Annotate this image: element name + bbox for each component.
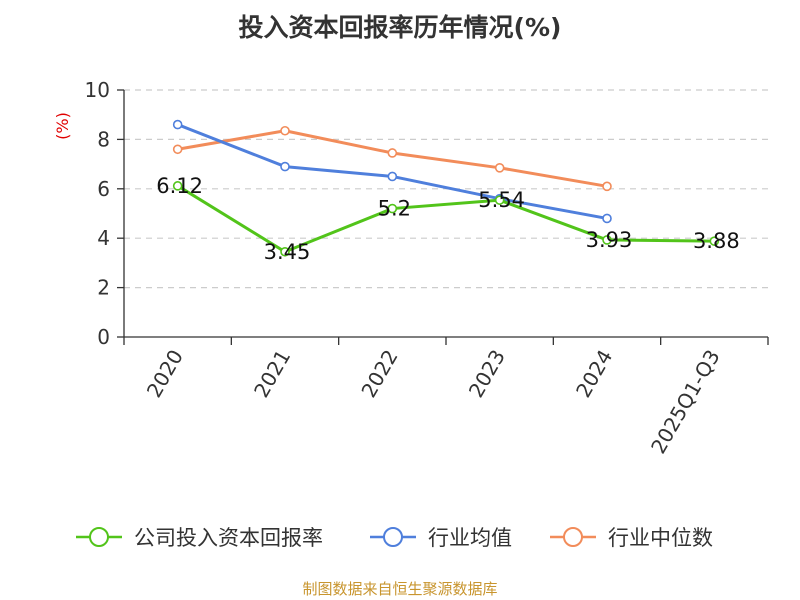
chart-title: 投入资本回报率历年情况(%) [238, 13, 562, 42]
data-point [602, 235, 612, 245]
axes: 0 2 4 6 8 10 2020 2021 2022 2023 2024 2025Q1-Q3 [85, 78, 769, 458]
data-point [602, 181, 612, 192]
series-lines [172, 119, 720, 257]
legend-marker [383, 527, 403, 547]
data-source-note: 制图数据来自恒生聚源数据库 [302, 580, 498, 598]
legend-label: 公司投入资本回报率 [134, 526, 323, 550]
legend-marker [89, 527, 109, 547]
data-point [494, 195, 505, 205]
x-tick-label: 2025Q1-Q3 [646, 346, 725, 458]
y-tick-label: 4 [97, 226, 110, 250]
series-line [176, 184, 715, 254]
legend-marker [563, 527, 583, 547]
data-point [387, 203, 398, 214]
data-label: 6.12 [156, 174, 203, 198]
x-tick-label: 2022 [356, 346, 402, 402]
y-axis-label: (%) [53, 112, 72, 140]
data-point [172, 144, 183, 155]
data-label: 3.88 [693, 229, 740, 253]
data-point [602, 213, 612, 224]
data-label: 5.2 [378, 197, 411, 221]
data-label: 3.45 [264, 240, 311, 264]
legend: 公司投入资本回报率 行业均值 行业中位数 [76, 526, 713, 550]
data-label: 5.54 [478, 188, 525, 212]
x-tick-label: 2020 [142, 346, 188, 402]
data-label: 3.93 [586, 228, 633, 252]
data-point [494, 163, 505, 173]
data-point [280, 246, 290, 257]
x-tick-label: 2023 [464, 345, 510, 401]
data-point [280, 161, 290, 172]
data-point [172, 181, 183, 191]
x-tick-label: 2021 [249, 346, 295, 402]
y-tick-label: 0 [97, 325, 110, 349]
y-tick-label: 2 [97, 276, 110, 300]
data-point [709, 236, 720, 246]
data-point [280, 125, 290, 136]
y-tick-label: 8 [97, 127, 110, 151]
x-tick-label: 2024 [571, 346, 617, 402]
data-point [387, 148, 398, 158]
legend-label: 行业中位数 [608, 526, 713, 550]
y-tick-label: 6 [97, 177, 110, 201]
y-tick-label: 10 [85, 78, 110, 102]
legend-label: 行业均值 [428, 526, 512, 550]
data-point [387, 171, 398, 182]
data-point [172, 119, 183, 130]
data-labels: 6.12 3.45 5.2 5.54 3.93 3.88 [156, 174, 739, 264]
